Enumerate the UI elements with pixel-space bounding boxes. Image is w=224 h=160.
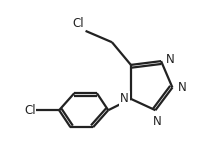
Text: N: N	[120, 92, 129, 105]
Text: Cl: Cl	[72, 17, 84, 30]
Text: N: N	[178, 81, 187, 94]
Text: N: N	[166, 53, 174, 66]
Text: N: N	[153, 115, 162, 128]
Text: Cl: Cl	[24, 104, 36, 117]
